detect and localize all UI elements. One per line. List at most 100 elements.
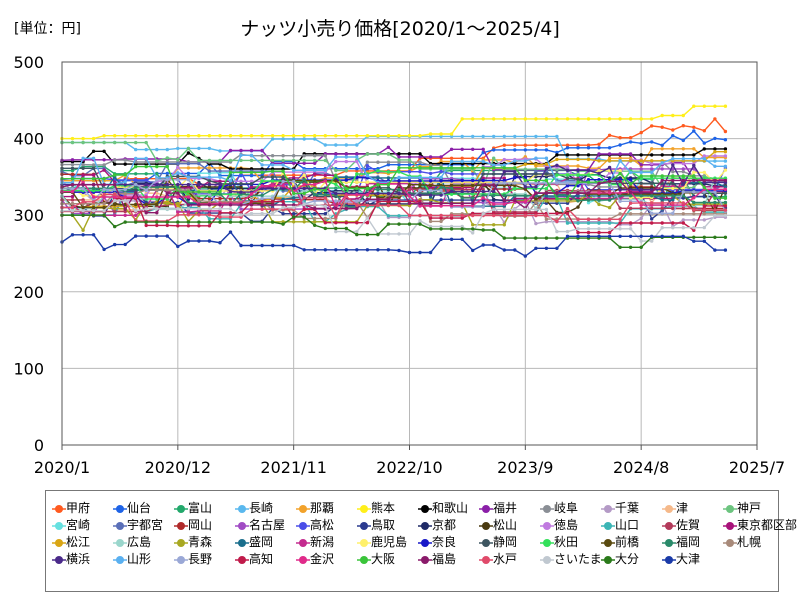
data-point bbox=[313, 202, 317, 207]
data-point bbox=[344, 152, 348, 156]
data-point bbox=[597, 146, 601, 150]
data-point bbox=[513, 166, 517, 170]
data-point bbox=[586, 227, 591, 231]
data-point bbox=[302, 134, 306, 138]
data-point bbox=[323, 173, 327, 177]
data-point bbox=[355, 167, 359, 171]
data-point bbox=[544, 213, 549, 218]
data-point bbox=[176, 182, 180, 187]
data-point bbox=[260, 193, 264, 197]
data-point bbox=[144, 140, 148, 145]
data-point bbox=[176, 210, 180, 214]
data-point bbox=[155, 211, 159, 215]
legend-label: 東京都区部 bbox=[737, 518, 798, 532]
data-point bbox=[323, 158, 327, 163]
data-point bbox=[713, 187, 717, 191]
data-point bbox=[313, 187, 317, 191]
data-point bbox=[260, 207, 264, 211]
data-point bbox=[334, 155, 338, 159]
data-point bbox=[165, 185, 169, 189]
data-point bbox=[218, 158, 222, 163]
data-point bbox=[618, 152, 622, 156]
data-point bbox=[692, 125, 696, 129]
data-point bbox=[313, 192, 317, 197]
data-point bbox=[639, 190, 643, 195]
data-point bbox=[513, 207, 517, 212]
data-point bbox=[692, 147, 696, 151]
data-point bbox=[618, 217, 622, 221]
data-point bbox=[70, 194, 75, 199]
data-point bbox=[144, 211, 148, 215]
legend-item: さいたま bbox=[540, 552, 602, 567]
data-point bbox=[165, 171, 169, 176]
x-tick-label: 2023/9 bbox=[497, 458, 553, 477]
data-point bbox=[207, 239, 212, 243]
data-point bbox=[597, 178, 601, 182]
data-point bbox=[555, 157, 559, 162]
data-point bbox=[639, 117, 643, 121]
data-point bbox=[639, 221, 643, 225]
data-point bbox=[176, 207, 180, 211]
data-point bbox=[207, 166, 212, 170]
data-point bbox=[270, 184, 275, 188]
data-point bbox=[702, 235, 706, 239]
data-point bbox=[197, 146, 201, 151]
data-point bbox=[439, 237, 443, 241]
data-point bbox=[523, 167, 527, 171]
data-point bbox=[186, 166, 191, 170]
data-point bbox=[481, 176, 485, 180]
data-point bbox=[365, 152, 370, 156]
data-point bbox=[260, 163, 264, 167]
x-tick-label: 2021/11 bbox=[260, 458, 326, 477]
data-point bbox=[355, 229, 359, 234]
data-point bbox=[81, 166, 85, 170]
data-point bbox=[407, 250, 412, 255]
data-point bbox=[355, 159, 359, 164]
data-point bbox=[650, 181, 654, 185]
data-point bbox=[249, 158, 254, 163]
legend-swatch bbox=[418, 504, 432, 513]
data-point bbox=[681, 206, 685, 210]
data-point bbox=[544, 178, 549, 183]
data-point bbox=[228, 134, 233, 138]
data-point bbox=[302, 196, 306, 200]
data-point bbox=[260, 154, 264, 158]
x-tick-label: 2024/8 bbox=[613, 458, 669, 477]
data-point bbox=[565, 146, 570, 150]
data-point bbox=[618, 188, 622, 192]
data-point bbox=[281, 243, 285, 248]
data-point bbox=[218, 149, 222, 153]
data-point bbox=[113, 183, 117, 187]
legend-swatch bbox=[479, 538, 493, 547]
data-point bbox=[513, 175, 517, 180]
legend-item: 大阪 bbox=[357, 552, 395, 567]
data-point bbox=[207, 169, 212, 173]
data-point bbox=[471, 159, 475, 164]
data-point bbox=[134, 195, 138, 199]
series-line bbox=[61, 231, 726, 257]
data-point bbox=[239, 185, 243, 189]
data-point bbox=[660, 221, 664, 225]
data-point bbox=[628, 227, 633, 231]
data-point bbox=[555, 191, 559, 195]
data-point bbox=[102, 163, 106, 167]
data-point bbox=[386, 232, 391, 236]
data-point bbox=[155, 178, 159, 182]
legend-label: 高松 bbox=[310, 518, 335, 532]
data-point bbox=[439, 227, 443, 231]
data-point bbox=[70, 205, 75, 210]
data-point bbox=[281, 134, 285, 138]
data-point bbox=[460, 237, 464, 241]
data-point bbox=[692, 239, 696, 243]
data-point bbox=[355, 221, 359, 225]
data-point bbox=[323, 204, 327, 208]
data-point bbox=[692, 208, 696, 212]
data-point bbox=[481, 212, 485, 216]
legend-item: 山口 bbox=[601, 518, 639, 533]
data-point bbox=[197, 166, 201, 170]
data-point bbox=[428, 219, 433, 224]
data-point bbox=[555, 181, 559, 185]
data-point bbox=[102, 140, 106, 145]
data-point bbox=[586, 234, 591, 238]
data-point bbox=[502, 176, 506, 180]
